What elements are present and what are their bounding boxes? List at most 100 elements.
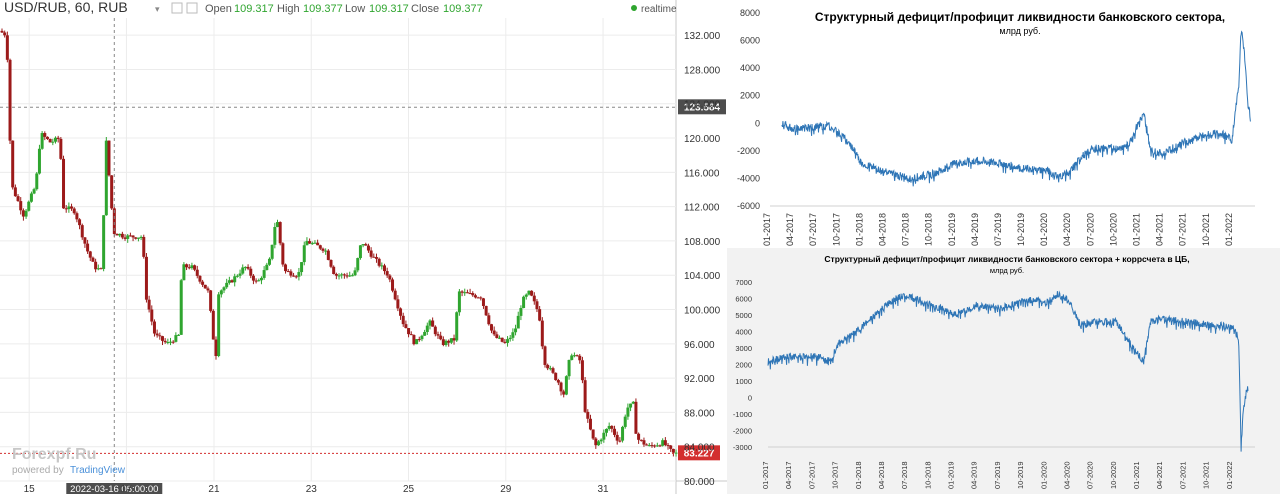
- x-tick-label: 07-2017: [808, 213, 818, 246]
- x-tick-label: 07-2017: [807, 461, 816, 489]
- candle-body: [401, 315, 405, 325]
- candle-body: [588, 418, 592, 430]
- candle-body: [27, 201, 31, 211]
- price-tick-label: 92.000: [684, 374, 715, 385]
- liquidity-chart-subtitle: млрд руб.: [999, 26, 1040, 36]
- candle-body: [412, 335, 416, 345]
- y-tick-label: -2000: [733, 427, 752, 436]
- realtime-dot-icon: [631, 5, 637, 11]
- series-line: [767, 290, 1249, 452]
- candle-body: [508, 337, 512, 340]
- candle-body: [139, 236, 143, 238]
- candle-body: [222, 287, 226, 291]
- settings-icon[interactable]: [171, 2, 183, 14]
- candle-body: [562, 391, 566, 395]
- candle-body: [543, 346, 547, 365]
- candle-body: [326, 250, 330, 260]
- price-tick-label: 112.000: [684, 203, 720, 214]
- candle-body: [40, 133, 44, 149]
- candle-body: [425, 325, 429, 332]
- powered-by-brand[interactable]: TradingView: [70, 465, 126, 476]
- x-tick-label: 04-2017: [785, 213, 795, 246]
- candle-body: [334, 273, 338, 276]
- candle-body: [286, 271, 290, 273]
- x-tick-label: 01-2022: [1224, 213, 1234, 246]
- candle-body: [463, 292, 467, 294]
- candle-body: [634, 401, 638, 434]
- candle-body: [407, 328, 411, 335]
- candle-body: [270, 244, 274, 259]
- fx-time-axis[interactable]: 15 17 21 23 25 29 31: [24, 484, 609, 494]
- candle-body: [206, 288, 210, 291]
- candle-body: [177, 334, 181, 336]
- candle-body: [235, 275, 239, 277]
- candle-body: [185, 264, 189, 268]
- candle-body: [439, 335, 443, 340]
- candle-body: [8, 59, 12, 141]
- fx-price-axis[interactable]: 132.000 128.000 124.000 120.000 116.000 112.0…: [684, 31, 721, 488]
- candle-body: [88, 251, 92, 258]
- liquidity-chart-title: Структурный дефицит/профицит ликвидности…: [815, 10, 1225, 24]
- candle-body: [548, 368, 552, 370]
- candle-body: [535, 301, 539, 310]
- candle-body: [305, 241, 309, 246]
- x-tick-label: 04-2019: [970, 213, 980, 246]
- candle-body: [24, 210, 28, 217]
- x-tick-label: 10-2020: [1109, 461, 1118, 489]
- crosshair-date-label: 2022-03-16 05:00:00: [70, 484, 158, 494]
- candle-body: [131, 235, 135, 238]
- y-tick-label: 6000: [735, 295, 752, 304]
- candle-body: [546, 364, 550, 369]
- y-tick-label: -3000: [733, 443, 752, 452]
- candle-body: [602, 432, 606, 440]
- candle-body: [551, 368, 555, 373]
- candle-body: [195, 269, 199, 276]
- candle-body: [219, 290, 223, 295]
- candle-body: [366, 245, 370, 251]
- candle-body: [53, 137, 57, 142]
- y-tick-label: 8000: [740, 8, 760, 18]
- fx-overlays: 123.584 83.227 2022-03-16 05:00:00: [0, 18, 726, 494]
- candle-body: [500, 337, 504, 342]
- candle-body: [284, 264, 288, 272]
- time-tick-label: 15: [24, 484, 36, 494]
- chevron-down-icon[interactable]: ▾: [155, 4, 160, 14]
- x-tick-label: 01-2021: [1132, 213, 1142, 246]
- candle-body: [78, 219, 82, 226]
- fx-legend: USD/RUB, 60, RUB ▾ Open 109.317 High 109…: [4, 0, 677, 15]
- x-tick-label: 04-2020: [1062, 461, 1071, 489]
- y-tick-label: 7000: [735, 278, 752, 287]
- x-tick-label: 01-2018: [854, 461, 863, 489]
- candle-body: [479, 297, 483, 299]
- candle-body: [5, 35, 9, 60]
- candle-body: [48, 138, 52, 143]
- y-tick-label: 0: [748, 394, 752, 403]
- x-tick-label: 07-2020: [1085, 213, 1095, 246]
- symbol-label[interactable]: USD/RUB, 60, RUB: [4, 0, 128, 15]
- crosshair-price-label: 123.584: [684, 102, 721, 113]
- candle-body: [238, 273, 242, 276]
- candle-body: [126, 235, 130, 239]
- y-tick-label: 4000: [740, 63, 760, 73]
- candle-body: [300, 262, 304, 273]
- x-tick-label: 07-2018: [901, 213, 911, 246]
- candle-body: [503, 341, 507, 343]
- price-tick-label: 124.000: [684, 100, 721, 111]
- candle-body: [564, 376, 568, 395]
- y-tick-label: 2000: [740, 91, 760, 101]
- candle-body: [396, 299, 400, 309]
- candle-body: [324, 250, 328, 252]
- close-icon[interactable]: [186, 2, 198, 14]
- candle-body: [259, 277, 263, 281]
- candle-body: [254, 280, 258, 282]
- candle-body: [524, 294, 528, 297]
- candle-body: [385, 271, 389, 276]
- candle-body: [610, 425, 614, 429]
- candle-body: [171, 341, 175, 343]
- candle-body: [353, 270, 357, 276]
- price-tick-label: 128.000: [684, 65, 721, 76]
- x-tick-label: 04-2021: [1155, 461, 1164, 489]
- candle-body: [556, 380, 560, 383]
- candle-body: [669, 445, 673, 449]
- y-tick-label: 1000: [735, 377, 752, 386]
